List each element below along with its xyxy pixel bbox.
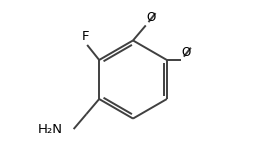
Text: O: O [147,11,156,24]
Text: H₂N: H₂N [37,123,62,136]
Text: F: F [82,30,89,43]
Text: O: O [182,46,191,59]
